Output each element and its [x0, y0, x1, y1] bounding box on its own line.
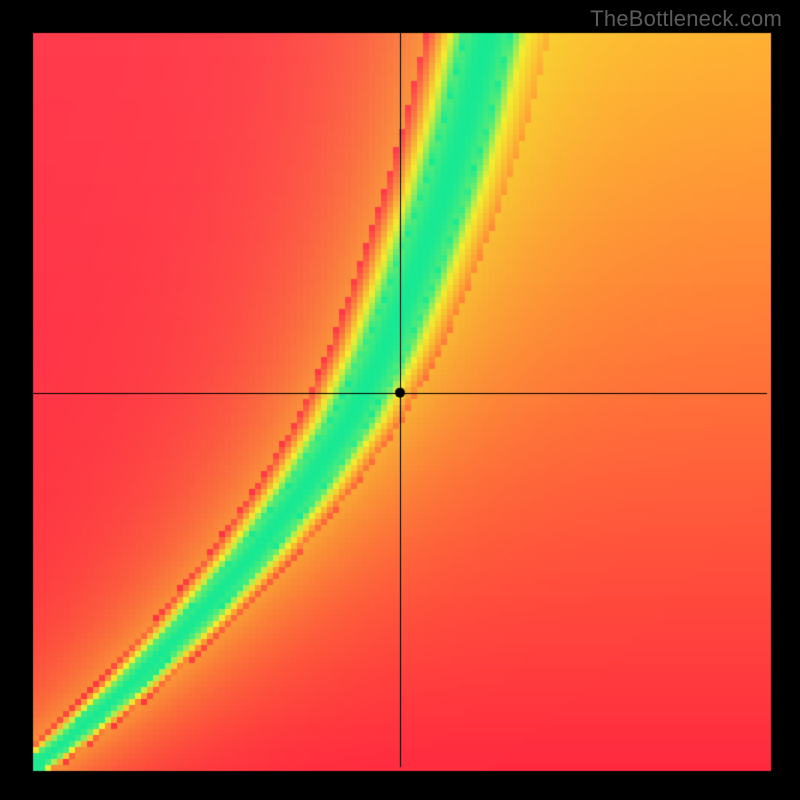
- watermark-text: TheBottleneck.com: [590, 6, 782, 32]
- bottleneck-heatmap: [0, 0, 800, 800]
